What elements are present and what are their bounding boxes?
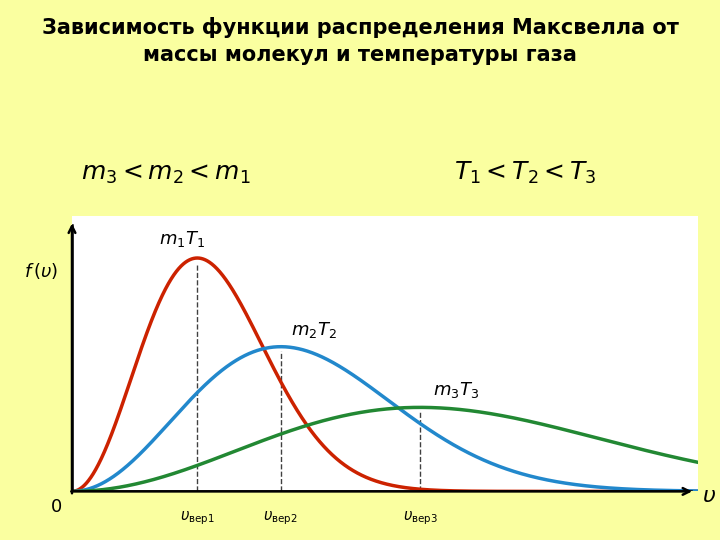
- Bar: [72, 216, 698, 491]
- Text: $\upsilon_{\mathregular{вер3}}$: $\upsilon_{\mathregular{вер3}}$: [402, 509, 438, 526]
- Text: $m_1T_1$: $m_1T_1$: [159, 228, 205, 249]
- Text: $m_2T_2$: $m_2T_2$: [291, 320, 337, 340]
- Text: 0: 0: [51, 497, 63, 516]
- Text: $m_3 < m_2 < m_1$: $m_3 < m_2 < m_1$: [81, 162, 251, 186]
- Text: $f\,(\upsilon)$: $f\,(\upsilon)$: [24, 261, 58, 281]
- Text: $T_1 < T_2 < T_3$: $T_1 < T_2 < T_3$: [454, 159, 597, 186]
- Text: $\upsilon$: $\upsilon$: [702, 486, 716, 506]
- Text: $\upsilon_{\mathregular{вер2}}$: $\upsilon_{\mathregular{вер2}}$: [264, 509, 298, 526]
- Text: $m_3T_3$: $m_3T_3$: [433, 380, 479, 400]
- Text: Зависимость функции распределения Максвелла от
массы молекул и температуры газа: Зависимость функции распределения Максве…: [42, 17, 678, 65]
- Text: $\upsilon_{\mathregular{вер1}}$: $\upsilon_{\mathregular{вер1}}$: [180, 509, 215, 526]
